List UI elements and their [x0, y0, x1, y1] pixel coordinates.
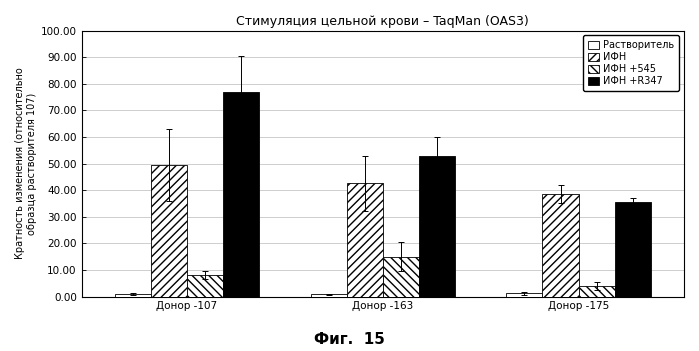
- Legend: Растворитель, ИФН, ИФН +545, ИФН +R347: Растворитель, ИФН, ИФН +545, ИФН +R347: [583, 35, 679, 91]
- Bar: [310, 294, 347, 297]
- Bar: [383, 257, 419, 297]
- Bar: [506, 293, 542, 297]
- Text: Фиг.  15: Фиг. 15: [314, 332, 385, 347]
- Bar: [115, 294, 151, 297]
- Title: Стимуляция цельной крови – TaqMan (OAS3): Стимуляция цельной крови – TaqMan (OAS3): [236, 15, 529, 28]
- Bar: [614, 202, 651, 297]
- Bar: [151, 165, 187, 297]
- Y-axis label: Кратность изменения (относительно
образца растворителя 107): Кратность изменения (относительно образц…: [15, 68, 36, 259]
- Bar: [542, 194, 579, 297]
- Bar: [223, 92, 259, 297]
- Bar: [579, 286, 614, 297]
- Bar: [347, 184, 383, 297]
- Bar: [187, 275, 223, 297]
- Bar: [419, 155, 455, 297]
